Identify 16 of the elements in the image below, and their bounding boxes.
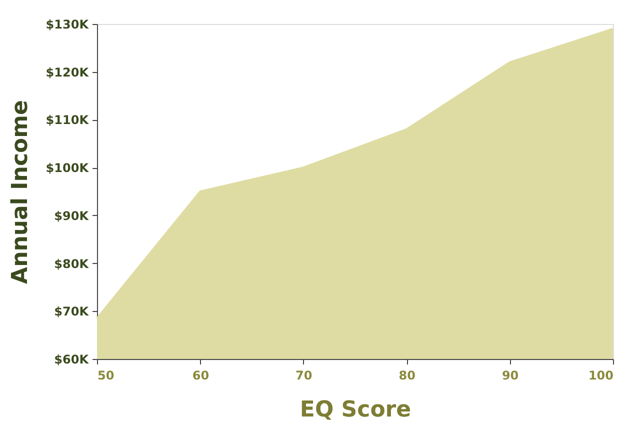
y-tick-label: $130K: [46, 18, 90, 32]
y-tick-label: $100K: [46, 161, 90, 176]
y-tick-label: $60K: [54, 352, 90, 366]
x-tick-label: 90: [502, 368, 519, 382]
x-tick-label: 50: [98, 368, 114, 382]
x-tick-label: 60: [192, 368, 210, 382]
y-tick-label: $80K: [54, 256, 90, 271]
x-tick-label: 100: [588, 368, 614, 382]
y-tick-label: $120K: [46, 65, 90, 80]
y-tick-label: $90K: [54, 208, 90, 223]
x-axis-title: EQ Score: [300, 398, 412, 422]
x-tick-label: 80: [398, 368, 416, 382]
y-axis-title: Annual Income: [8, 100, 33, 284]
y-tick-label: $110K: [46, 113, 90, 128]
y-tick-label: $70K: [54, 304, 90, 319]
x-tick-label: 70: [296, 368, 312, 382]
